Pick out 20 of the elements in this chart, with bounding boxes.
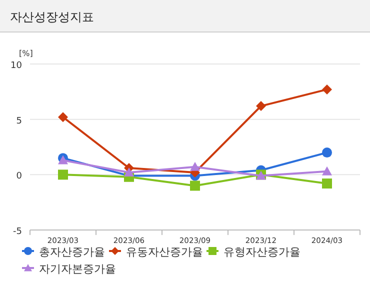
point (322, 148, 332, 158)
point (58, 170, 68, 180)
y-axis-title: [%] (19, 49, 33, 58)
legend-label: 총자산증가율 (39, 246, 105, 258)
point (58, 112, 68, 122)
y-tick-label: 5 (16, 116, 22, 126)
point (322, 166, 332, 176)
point (256, 101, 266, 112)
point (190, 180, 200, 191)
legend-label: 자기자본증가율 (39, 262, 116, 276)
legend-label: 유동자산증가율 (126, 246, 203, 258)
point (190, 162, 200, 171)
point (322, 178, 332, 189)
point (322, 84, 332, 94)
legend-label: 유형자산증가율 (224, 246, 300, 258)
y-tick-label: 0 (16, 172, 22, 182)
y-tick-label: -5 (13, 227, 22, 237)
point (124, 167, 134, 176)
chart-title: 자산성장성지표 (10, 10, 94, 24)
y-tick-label: 10 (10, 61, 22, 71)
